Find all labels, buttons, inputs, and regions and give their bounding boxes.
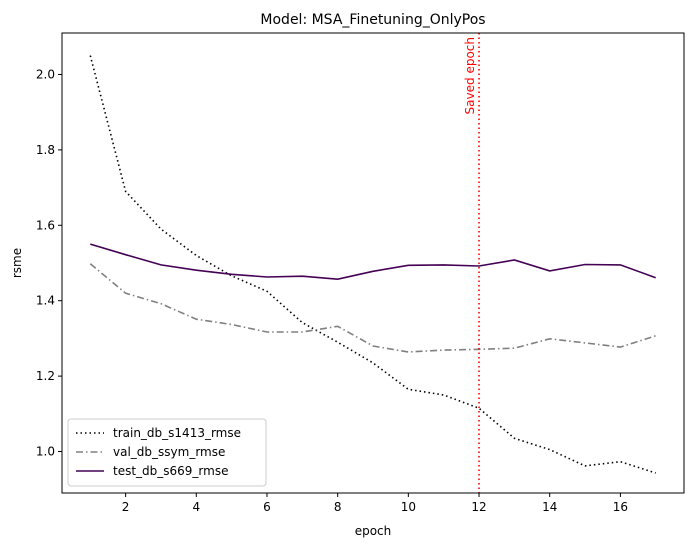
x-tick-label: 6	[263, 500, 271, 514]
y-axis: 1.0 1.2 1.4 1.6 1.8 2.0	[36, 67, 62, 459]
series-line-val-db-ssym-rmse	[89, 263, 656, 353]
y-tick-label: 1.8	[36, 143, 55, 157]
series-line-train-db-s1413-rmse	[89, 55, 656, 474]
y-tick-label: 1.2	[36, 369, 55, 383]
saved-epoch-label: Saved epoch	[463, 37, 477, 114]
legend-label: train_db_s1413_rmse	[113, 426, 241, 440]
x-tick-label: 4	[192, 500, 200, 514]
legend-label: val_db_ssym_rmse	[113, 445, 225, 459]
x-tick-label: 14	[542, 500, 557, 514]
y-tick-label: 1.4	[36, 294, 55, 308]
y-axis-label: rsme	[10, 248, 24, 278]
y-tick-label: 1.0	[36, 445, 55, 459]
x-tick-label: 10	[401, 500, 416, 514]
y-tick-label: 2.0	[36, 67, 55, 81]
series-line-test-db-s669-rmse	[90, 243, 656, 281]
plot-area: Saved epoch	[89, 33, 656, 493]
x-axis: 2 4 6 8 10 12 14 16	[122, 493, 628, 514]
x-tick-label: 2	[122, 500, 130, 514]
legend: train_db_s1413_rmse val_db_ssym_rmse test_…	[67, 418, 267, 487]
plot-frame	[61, 32, 685, 494]
x-tick-label: 16	[613, 500, 628, 514]
x-tick-label: 12	[471, 500, 486, 514]
y-tick-label: 1.6	[36, 218, 55, 232]
legend-box	[67, 418, 267, 487]
x-axis-label: epoch	[355, 524, 392, 538]
chart-title: Model: MSA_Finetuning_OnlyPos	[260, 12, 485, 28]
x-tick-label: 8	[334, 500, 342, 514]
legend-label: test_db_s669_rmse	[113, 464, 228, 478]
